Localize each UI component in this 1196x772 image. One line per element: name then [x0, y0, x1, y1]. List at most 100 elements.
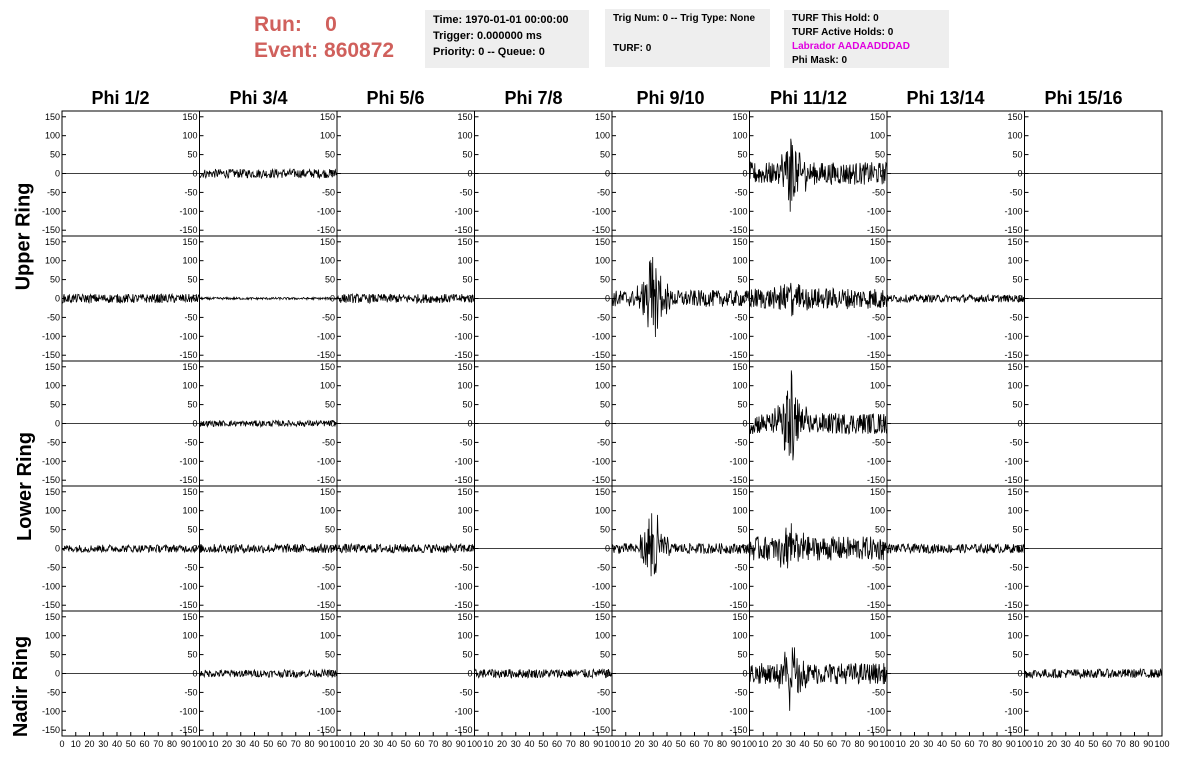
- y-tick-label: -100: [592, 706, 610, 716]
- y-tick-label: 0: [192, 169, 197, 179]
- y-tick-label: 50: [1012, 525, 1022, 535]
- x-tick-label: 80: [717, 739, 727, 749]
- y-tick-label: 50: [462, 525, 472, 535]
- y-tick-label: -150: [179, 475, 197, 485]
- y-tick-label: 150: [870, 112, 885, 122]
- x-tick-label: 50: [951, 739, 961, 749]
- y-tick-label: -100: [454, 331, 472, 341]
- y-tick-label: -150: [729, 725, 747, 735]
- waveform-trace: [749, 138, 888, 212]
- y-tick-label: 50: [600, 650, 610, 660]
- x-tick-label: 20: [772, 739, 782, 749]
- y-tick-label: -100: [867, 331, 885, 341]
- y-tick-label: 150: [182, 487, 197, 497]
- y-tick-label: 50: [50, 150, 60, 160]
- y-tick-label: -100: [42, 206, 60, 216]
- y-tick-label: 150: [1007, 237, 1022, 247]
- y-tick-label: 100: [595, 256, 610, 266]
- x-tick-label: 70: [428, 739, 438, 749]
- y-tick-label: -100: [179, 331, 197, 341]
- x-tick-label: 100: [192, 739, 207, 749]
- x-tick-label: 10: [71, 739, 81, 749]
- y-tick-label: -50: [47, 312, 60, 322]
- y-tick-label: 150: [595, 237, 610, 247]
- y-tick-label: 50: [600, 275, 610, 285]
- waveform-trace: [199, 296, 338, 301]
- x-tick-label: 80: [442, 739, 452, 749]
- y-tick-label: -100: [592, 581, 610, 591]
- y-tick-label: 100: [45, 381, 60, 391]
- event-number: Event: 860872: [254, 39, 395, 62]
- x-tick-label: 90: [868, 739, 878, 749]
- x-tick-label: 10: [208, 739, 218, 749]
- y-tick-label: -100: [729, 456, 747, 466]
- y-tick-label: -150: [1004, 350, 1022, 360]
- waveform-trace: [61, 543, 200, 554]
- y-tick-label: -50: [872, 437, 885, 447]
- waveform-trace: [749, 282, 888, 317]
- waveform-trace: [611, 513, 750, 577]
- waveform-trace: [749, 647, 888, 711]
- trigger-info-panel: Trig Num: 0 -- Trig Type: None TURF: 0: [605, 9, 770, 67]
- x-tick-label: 40: [1074, 739, 1084, 749]
- run-number: Run: 0: [254, 13, 337, 36]
- trig-num-text: Trig Num: 0 -- Trig Type: None: [613, 13, 756, 24]
- x-tick-label: 30: [511, 739, 521, 749]
- y-tick-label: -50: [459, 312, 472, 322]
- y-tick-label: 50: [875, 150, 885, 160]
- turf-active-text: TURF Active Holds: 0: [792, 27, 894, 38]
- y-tick-label: 100: [45, 131, 60, 141]
- y-tick-label: -100: [317, 206, 335, 216]
- y-tick-label: -150: [729, 350, 747, 360]
- y-tick-label: 0: [742, 544, 747, 554]
- labrador-text: Labrador AADAADDDAD: [792, 41, 910, 52]
- y-tick-label: -150: [867, 350, 885, 360]
- x-tick-label: 40: [249, 739, 259, 749]
- y-tick-label: -50: [734, 187, 747, 197]
- y-tick-label: 100: [457, 131, 472, 141]
- y-tick-label: 0: [1017, 544, 1022, 554]
- y-tick-label: -150: [179, 725, 197, 735]
- x-tick-label: 50: [126, 739, 136, 749]
- x-tick-label: 10: [896, 739, 906, 749]
- x-tick-label: 20: [84, 739, 94, 749]
- y-tick-label: 0: [55, 294, 60, 304]
- y-tick-label: -50: [872, 562, 885, 572]
- y-tick-label: -100: [1004, 331, 1022, 341]
- x-tick-label: 20: [909, 739, 919, 749]
- y-tick-label: 100: [182, 131, 197, 141]
- column-header-phi-9-10: Phi 9/10: [636, 88, 705, 108]
- priority-text: Priority: 0 -- Queue: 0: [433, 46, 545, 58]
- x-tick-label: 70: [566, 739, 576, 749]
- y-tick-label: 100: [1007, 381, 1022, 391]
- x-tick-label: 50: [813, 739, 823, 749]
- y-tick-label: 50: [187, 275, 197, 285]
- y-tick-label: 50: [875, 525, 885, 535]
- x-tick-label: 80: [1129, 739, 1139, 749]
- y-tick-label: -50: [1009, 687, 1022, 697]
- y-tick-label: -100: [179, 706, 197, 716]
- x-tick-label: 20: [497, 739, 507, 749]
- y-tick-label: 0: [192, 544, 197, 554]
- y-tick-label: 0: [742, 669, 747, 679]
- y-tick-label: -50: [734, 687, 747, 697]
- y-tick-label: 150: [1007, 612, 1022, 622]
- y-tick-label: -150: [42, 225, 60, 235]
- x-tick-label: 50: [263, 739, 273, 749]
- x-tick-label: 100: [467, 739, 482, 749]
- y-tick-label: 50: [875, 650, 885, 660]
- y-tick-label: 150: [45, 487, 60, 497]
- y-tick-label: 150: [595, 487, 610, 497]
- y-tick-label: 100: [870, 381, 885, 391]
- waveform-trace: [199, 668, 338, 679]
- y-tick-label: -150: [1004, 725, 1022, 735]
- x-tick-label: 70: [703, 739, 713, 749]
- y-tick-label: 0: [1017, 669, 1022, 679]
- y-tick-label: -100: [592, 331, 610, 341]
- time-info-panel: Time: 1970-01-01 00:00:00 Trigger: 0.000…: [425, 10, 589, 68]
- y-tick-label: -50: [872, 187, 885, 197]
- x-tick-label: 100: [1154, 739, 1169, 749]
- phi-mask-text: Phi Mask: 0: [792, 55, 848, 66]
- y-tick-label: 100: [457, 631, 472, 641]
- y-tick-label: 150: [595, 612, 610, 622]
